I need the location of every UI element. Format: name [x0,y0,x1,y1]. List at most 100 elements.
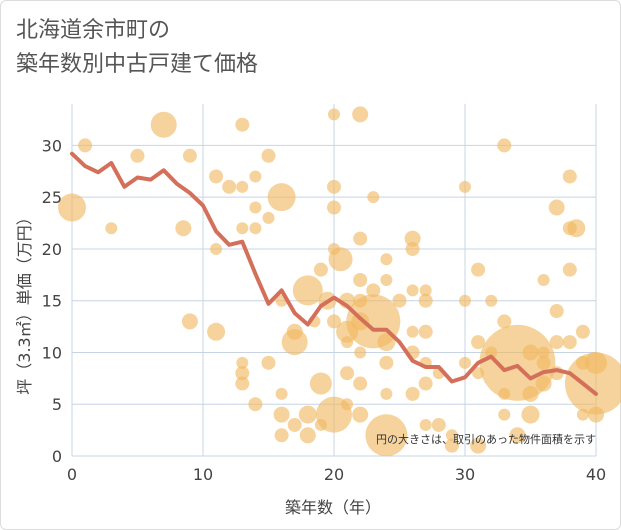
bubble-point [497,138,512,153]
bubble-point [522,385,539,402]
bubble-point [459,356,471,369]
bubble-point [236,356,249,369]
x-tick-label: 0 [67,465,77,484]
x-tick-label: 40 [586,465,606,484]
bubble-point [419,284,432,297]
bubble-point [418,376,433,391]
bubble-point [366,283,381,298]
bubble-point [406,325,419,338]
title-line-1: 北海道余市町の [16,18,171,43]
bubble-point [418,293,433,308]
bubble-size-note: 円の大きさは、取引のあった物件面積を示す [376,432,596,446]
bubble-point [105,222,118,235]
bubble-point [562,169,577,184]
bubble-point [405,386,420,401]
bubble-point [281,329,308,356]
bubble-point [379,355,394,370]
bubble-point [392,293,407,308]
bubble-point [292,275,323,306]
bubble-point [222,179,237,194]
bubble-point [207,322,226,341]
bubble-point [313,262,328,277]
bubble-point [341,398,354,411]
bubble-point [567,219,586,238]
bubble-point [273,406,290,423]
bubble-point [353,231,368,246]
bubble-point [327,314,341,329]
y-tick-label: 0 [52,447,62,466]
bubble-point [509,427,526,444]
bubble-point [406,284,419,297]
bubble-point [299,427,316,444]
bubble-point [445,429,458,442]
bubble-point [298,405,317,424]
bubble-point [575,324,590,339]
bubble-point [236,180,249,193]
title-line-2: 築年数別中古戸建て価格 [16,52,259,77]
bubble-point [249,201,262,214]
trend-line [70,151,598,396]
bubble-point [565,352,621,415]
bubble-point [522,344,539,361]
x-axis-label: 築年数（年） [285,498,381,517]
bubble-point [235,366,250,381]
bubble-point [236,222,249,235]
bubble-point [78,138,93,153]
bubble-point [175,220,192,237]
y-tick-label: 15 [42,292,62,311]
bubble-point [352,406,369,423]
bubble-point [380,387,393,400]
bubble-point [341,336,354,349]
y-tick-label: 5 [52,395,62,414]
bubble-point [405,241,420,256]
bubble-layer [58,106,621,457]
y-tick-label: 20 [42,240,62,259]
bubble-point [352,106,369,123]
bubble-point [471,262,486,277]
bubble-point [309,372,332,395]
bubble-point [537,346,550,359]
bubble-point [353,376,368,391]
bubble-point [235,117,250,132]
bubble-point [209,169,224,184]
bubble-point [444,438,459,453]
x-tick-label: 30 [455,465,475,484]
y-tick-label: 25 [42,188,62,207]
bubble-point [248,397,263,412]
bubble-point [274,428,289,443]
bubble-point [588,406,604,423]
bubble-point [353,273,368,287]
bubble-point [549,304,564,319]
bubble-point [521,405,540,424]
bubble-point [380,274,393,286]
bubble-point [328,247,353,272]
x-tick-label: 10 [193,465,213,484]
bubble-point [562,335,577,350]
bubble-point [562,262,577,277]
y-tick-label: 30 [42,136,62,155]
bubble-point [150,111,177,138]
y-tick-label: 10 [42,343,62,362]
bubble-point [354,346,367,359]
bubble-point [249,170,262,183]
bubble-point [130,148,145,163]
bubble-point [365,414,408,457]
bubble-point [536,355,551,370]
bubble-point [535,375,552,392]
bubble-point [261,148,276,163]
bubble-point [287,417,302,432]
bubble-point [210,242,223,255]
y-axis-label: 坪（3.3㎡）単価（万円） [15,209,34,394]
bubble-point [261,355,276,370]
chart-title: 北海道余市町の 築年数別中古戸建て価格 [16,14,258,82]
bubble-point [367,191,380,204]
bubble-point [327,200,341,215]
bubble-point [262,211,275,224]
bubble-point [181,313,198,330]
tick-labels: 0 10 20 30 40 0 5 10 15 20 25 30 [42,136,607,484]
bubble-point [419,418,432,431]
bubble-point [340,366,355,381]
bubble-point [498,408,511,421]
bubble-point [58,193,86,222]
